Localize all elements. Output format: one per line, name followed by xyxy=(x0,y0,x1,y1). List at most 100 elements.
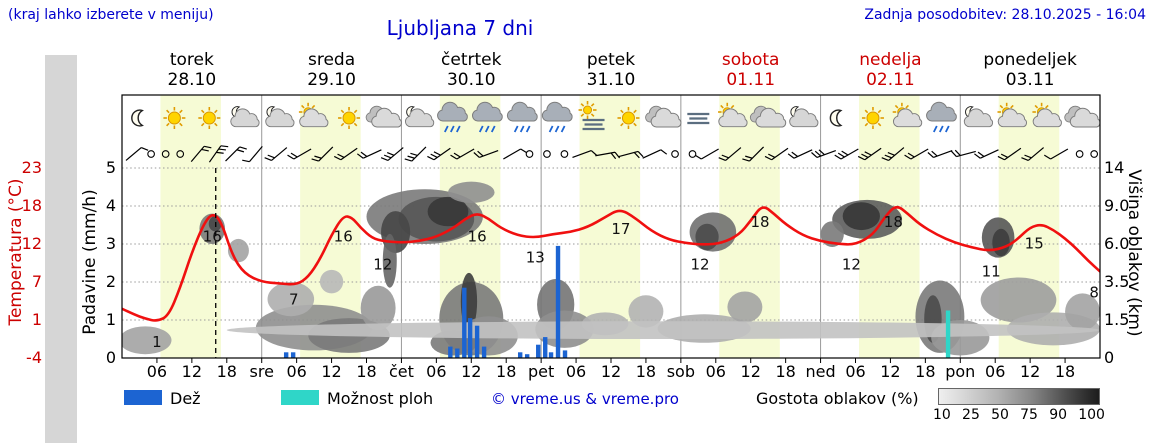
moon-cloud-icon xyxy=(265,106,295,128)
x-tick-label: 18 xyxy=(216,362,237,381)
precipitation-tick: 4 xyxy=(105,196,116,215)
plot-border xyxy=(121,94,1101,359)
svg-text:1: 1 xyxy=(152,333,162,351)
precipitation-tick: 1 xyxy=(105,310,116,329)
day-header-name: torek xyxy=(169,50,214,70)
density-tick-label: 100 xyxy=(1078,407,1105,423)
day-header-name: sreda xyxy=(307,50,356,70)
x-tick-label: 18 xyxy=(1054,362,1076,381)
rain-legend-label: Dež xyxy=(170,389,201,408)
sun-icon xyxy=(198,107,221,129)
sun-icon xyxy=(338,107,361,129)
day-header-date: 30.10 xyxy=(446,70,496,90)
x-tick-label: 06 xyxy=(426,362,447,381)
x-tick-label: 12 xyxy=(181,362,203,381)
x-tick-label: 06 xyxy=(705,362,726,381)
svg-text:12: 12 xyxy=(691,255,710,273)
part-sun-icon xyxy=(997,102,1027,128)
svg-text:12: 12 xyxy=(373,255,392,273)
rain-bars xyxy=(283,245,951,358)
showers-legend-swatch xyxy=(281,390,319,405)
x-tick-label: 06 xyxy=(146,362,168,381)
density-tick-label: 90 xyxy=(1049,407,1068,423)
svg-text:16: 16 xyxy=(334,227,353,245)
rain-icon xyxy=(471,101,503,133)
day-header-date: 29.10 xyxy=(307,70,356,90)
x-tick-label: 18 xyxy=(496,362,517,381)
cloud-cover-layer xyxy=(122,181,1100,356)
x-tick-label: sob xyxy=(666,362,695,381)
cloud-height-tick: 3.5 xyxy=(1104,272,1130,291)
wind-barbs xyxy=(125,145,1099,163)
x-tick-label: 12 xyxy=(600,362,622,381)
temperature-tick: -4 xyxy=(26,348,42,367)
precipitation-tick: 3 xyxy=(105,234,116,253)
temperature-tick: 23 xyxy=(21,158,42,177)
precipitation-tick: 2 xyxy=(105,272,116,291)
svg-text:11: 11 xyxy=(982,262,1001,280)
x-tick-label: 06 xyxy=(565,362,587,381)
svg-text:12: 12 xyxy=(842,255,861,273)
cloud-height-tick: 1.5 xyxy=(1104,310,1130,329)
x-tick-label: 18 xyxy=(915,362,936,381)
day-header-date: 31.10 xyxy=(586,70,636,90)
day-header-name: ponedeljek xyxy=(983,50,1077,70)
day-header-name: nedelja xyxy=(859,50,922,70)
left-axis-strip xyxy=(45,55,77,443)
svg-text:18: 18 xyxy=(884,213,903,231)
day-header-date: 01.11 xyxy=(726,70,776,90)
day-header-date: 28.10 xyxy=(167,70,217,90)
part-sun-icon xyxy=(298,102,329,128)
cloud-icon xyxy=(749,105,787,128)
credit-link[interactable]: © vreme.us & vreme.pro xyxy=(491,390,679,408)
x-tick-label: pon xyxy=(945,362,976,381)
svg-text:8: 8 xyxy=(1089,284,1099,302)
cloud-icon xyxy=(1064,105,1101,128)
svg-text:18: 18 xyxy=(750,213,769,231)
part-sun-icon xyxy=(718,102,748,128)
menu-hint: (kraj lahko izberete v meniju) xyxy=(8,7,214,23)
day-header-date: 02.11 xyxy=(866,70,915,90)
svg-text:7: 7 xyxy=(289,291,299,309)
fog-sun-icon xyxy=(578,101,605,131)
cloud-icon xyxy=(365,105,402,128)
cloud-height-tick: 0 xyxy=(1104,348,1115,367)
cloud-height-tick: 9.0 xyxy=(1104,196,1130,215)
x-tick-label: 12 xyxy=(321,362,342,381)
density-tick-label: 25 xyxy=(962,407,980,423)
moon-icon xyxy=(829,109,843,127)
temperature-curve xyxy=(122,205,1100,322)
cloud-height-tick: 14 xyxy=(1104,158,1125,177)
svg-text:16: 16 xyxy=(468,227,487,245)
weather-icons xyxy=(131,101,1101,133)
x-tick-label: 12 xyxy=(740,362,761,381)
day-header-name: petek xyxy=(586,50,636,70)
temperature-tick: 12 xyxy=(21,234,42,253)
x-tick-label: ned xyxy=(805,362,836,381)
day-header-date: 03.11 xyxy=(1005,70,1055,90)
x-tick-label: 12 xyxy=(880,362,901,381)
cloud-density-ticks: 10 25 50 75 90 100 xyxy=(933,407,1105,423)
x-tick-label: 18 xyxy=(356,362,377,381)
density-tick-label: 50 xyxy=(991,407,1009,423)
x-tick-label: 06 xyxy=(845,362,866,381)
x-tick-label: 12 xyxy=(461,362,482,381)
svg-text:15: 15 xyxy=(1025,234,1044,252)
day-header-name: četrtek xyxy=(441,50,502,70)
sun-icon xyxy=(617,107,640,129)
x-tick-label: 06 xyxy=(286,362,307,381)
moon-cloud-icon xyxy=(230,106,260,128)
x-tick-label: 18 xyxy=(635,362,657,381)
cloud-height-tick: 6.0 xyxy=(1104,234,1130,253)
moon-cloud-icon xyxy=(963,106,994,128)
density-tick-label: 10 xyxy=(933,407,951,423)
fog-icon xyxy=(687,112,710,125)
rain-icon xyxy=(541,101,573,133)
temperature-labels: 1 16 7 16 12 16 13 17 12 18 12 18 11 15 8 xyxy=(152,213,1099,351)
last-update: Zadnja posodobitev: 28.10.2025 - 16:04 xyxy=(864,7,1146,23)
cloud-density-gradient xyxy=(938,388,1100,405)
moon-icon xyxy=(131,109,144,127)
moon-cloud-icon xyxy=(789,106,819,128)
rain-legend-swatch xyxy=(124,390,162,405)
